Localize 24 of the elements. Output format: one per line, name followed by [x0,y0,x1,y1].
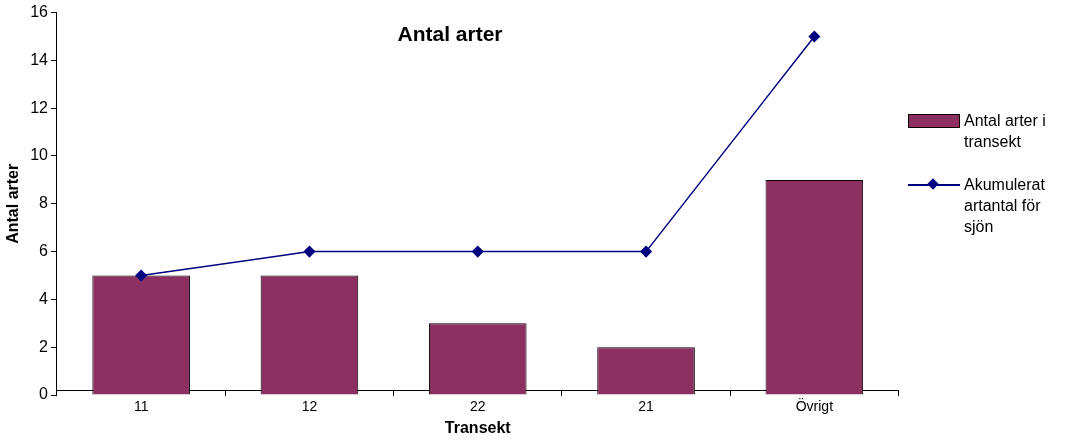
x-tick-label: 11 [133,398,149,415]
point [808,30,821,43]
y-tick-label: 8 [39,194,49,212]
y-tick-label: 4 [39,289,49,307]
text: Antal arter [397,22,503,45]
y-tick-label: 14 [30,50,49,68]
x-tick-label: 22 [469,398,486,415]
x-tick-label: 12 [301,398,318,415]
y-axis-title: Antal arter [4,163,22,244]
y-tick-label: 12 [30,98,49,116]
y-tick-label: 6 [39,242,49,260]
point [135,269,147,282]
point [472,245,484,258]
x-tick-label: Övrigt [795,397,834,415]
point [303,245,316,258]
y-tick-label: 0 [39,385,49,403]
legend-label: Akumulerat artantal för sjön [964,175,1046,237]
legend-label: Antal arter i transekt [964,111,1047,152]
y-tick-label: 10 [30,146,49,164]
y-tick-label: 16 [30,3,49,21]
x-axis-title: Transekt [444,419,512,437]
y-tick-label: 2 [39,337,49,355]
x-tick-label: 21 [638,398,655,415]
point [640,245,652,258]
